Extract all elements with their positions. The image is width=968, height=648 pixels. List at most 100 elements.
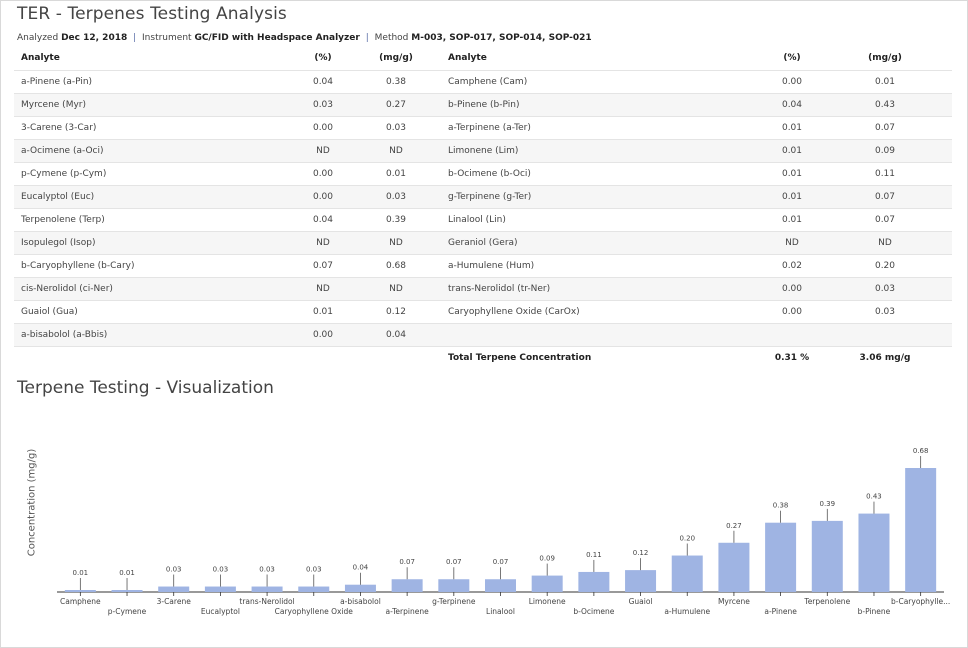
page-title: TER - Terpenes Testing Analysis bbox=[17, 4, 287, 24]
bar[interactable] bbox=[718, 542, 750, 592]
cell-pct-right: 0.01 bbox=[766, 184, 818, 208]
category-label: Myrcene bbox=[718, 597, 750, 606]
cell-mg-left: ND bbox=[344, 138, 448, 162]
cell-pct-right: 0.02 bbox=[766, 253, 818, 277]
col-analyte-right: Analyte bbox=[448, 53, 487, 64]
category-label: p-Cymene bbox=[108, 607, 147, 616]
cell-mg-left: 0.04 bbox=[344, 322, 448, 346]
bar[interactable] bbox=[158, 586, 190, 592]
bar[interactable] bbox=[391, 579, 423, 592]
value-label: 0.39 bbox=[819, 500, 835, 508]
bar[interactable] bbox=[438, 579, 470, 592]
total-mg: 3.06 mg/g bbox=[818, 345, 952, 369]
bar[interactable] bbox=[531, 575, 563, 592]
value-label: 0.43 bbox=[866, 493, 882, 501]
cell-pct-left: ND bbox=[302, 138, 344, 162]
cell-analyte-right: b-Pinene (b-Pin) bbox=[448, 92, 766, 116]
bar[interactable] bbox=[111, 590, 143, 592]
instrument-label: Instrument bbox=[142, 33, 192, 43]
table-row: Guaiol (Gua) 0.01 0.12 Caryophyllene Oxide … bbox=[14, 299, 952, 323]
cell-mg-left: 0.68 bbox=[344, 253, 448, 277]
value-label: 0.03 bbox=[306, 566, 322, 574]
value-label: 0.03 bbox=[213, 566, 229, 574]
cell-pct-right: 0.00 bbox=[766, 299, 818, 323]
total-pct: 0.31 % bbox=[766, 345, 818, 369]
value-label: 0.38 bbox=[773, 502, 789, 510]
cell-analyte-right: Caryophyllene Oxide (CarOx) bbox=[448, 299, 766, 323]
cell-mg-right: 0.03 bbox=[818, 276, 952, 300]
cell-mg-left: 0.03 bbox=[344, 115, 448, 139]
analyzed-value: Dec 12, 2018 bbox=[61, 33, 128, 43]
cell-analyte-left: Terpenolene (Terp) bbox=[14, 207, 302, 231]
bar[interactable] bbox=[204, 586, 236, 592]
cell-pct-left: 0.04 bbox=[302, 207, 344, 231]
cell-analyte-right: Linalool (Lin) bbox=[448, 207, 766, 231]
table-row: Isopulegol (Isop) ND ND Geraniol (Gera) ND ND bbox=[14, 230, 952, 254]
cell-analyte-left: Isopulegol (Isop) bbox=[14, 230, 302, 254]
category-label: a-Pinene bbox=[764, 607, 797, 616]
table-row: a-Pinene (a-Pin) 0.04 0.38 Camphene (Cam) 0.… bbox=[14, 69, 952, 93]
cell-mg-left: 0.01 bbox=[344, 161, 448, 185]
cell-pct-right: 0.04 bbox=[766, 92, 818, 116]
cell-pct-left: 0.00 bbox=[302, 184, 344, 208]
cell-pct-left: 0.04 bbox=[302, 69, 344, 93]
col-mg-left: (mg/g) bbox=[379, 53, 413, 64]
cell-analyte-left: cis-Nerolidol (ci-Ner) bbox=[14, 276, 302, 300]
cell-mg-right: 0.01 bbox=[818, 69, 952, 93]
cell-pct-left: 0.00 bbox=[302, 115, 344, 139]
cell-analyte-left: a-bisabolol (a-Bbis) bbox=[14, 322, 302, 346]
category-label: Caryophyllene Oxide bbox=[275, 607, 354, 616]
category-label: a-Terpinene bbox=[386, 607, 430, 616]
bar[interactable] bbox=[344, 584, 376, 592]
bar[interactable] bbox=[625, 570, 657, 592]
cell-analyte-left: a-Pinene (a-Pin) bbox=[14, 69, 302, 93]
category-label: Terpenolene bbox=[803, 597, 850, 606]
value-label: 0.11 bbox=[586, 551, 602, 559]
bar[interactable] bbox=[858, 513, 890, 592]
cell-analyte-left: a-Ocimene (a-Oci) bbox=[14, 138, 302, 162]
cell-analyte-right: Limonene (Lim) bbox=[448, 138, 766, 162]
cell-mg-right: 0.43 bbox=[818, 92, 952, 116]
cell-analyte-left: Myrcene (Myr) bbox=[14, 92, 302, 116]
terpene-bar-chart: 0.01 Camphene 0.01 p-Cymene 0.03 3-Carene 0.03… bbox=[57, 447, 950, 616]
instrument-value: GC/FID with Headspace Analyzer bbox=[194, 33, 360, 43]
category-label: trans-Nerolidol bbox=[239, 597, 294, 606]
category-label: b-Caryophylle... bbox=[891, 597, 950, 606]
cell-mg-right bbox=[818, 322, 952, 346]
cell-analyte-left: 3-Carene (3-Car) bbox=[14, 115, 302, 139]
bar[interactable] bbox=[811, 520, 843, 592]
analysis-meta: Analyzed Dec 12, 2018 | Instrument GC/FI… bbox=[17, 33, 592, 43]
bar[interactable] bbox=[251, 586, 283, 592]
cell-pct-left: 0.03 bbox=[302, 92, 344, 116]
total-row: Total Terpene Concentration 0.31 % 3.06 … bbox=[14, 345, 952, 369]
bar[interactable] bbox=[765, 522, 797, 592]
cell-pct-right: 0.01 bbox=[766, 207, 818, 231]
cell-mg-right: 0.09 bbox=[818, 138, 952, 162]
method-value: M-003, SOP-017, SOP-014, SOP-021 bbox=[411, 33, 592, 43]
bar[interactable] bbox=[905, 468, 937, 592]
cell-mg-left: 0.27 bbox=[344, 92, 448, 116]
table-row: Terpenolene (Terp) 0.04 0.39 Linalool (Lin)… bbox=[14, 207, 952, 231]
bar[interactable] bbox=[298, 586, 330, 592]
category-label: a-Humulene bbox=[664, 607, 710, 616]
table-row: b-Caryophyllene (b-Cary) 0.07 0.68 a-Humule… bbox=[14, 253, 952, 277]
category-label: b-Pinene bbox=[858, 607, 891, 616]
cell-analyte-left: b-Caryophyllene (b-Cary) bbox=[14, 253, 302, 277]
total-spacer bbox=[14, 345, 302, 369]
value-label: 0.03 bbox=[259, 566, 275, 574]
category-label: 3-Carene bbox=[157, 597, 192, 606]
bar[interactable] bbox=[578, 571, 610, 592]
category-label: Linalool bbox=[486, 607, 515, 616]
bar[interactable] bbox=[485, 579, 516, 592]
category-label: Limonene bbox=[529, 597, 566, 606]
cell-mg-right: 0.07 bbox=[818, 184, 952, 208]
bar[interactable] bbox=[64, 590, 96, 592]
cell-analyte-right: a-Humulene (Hum) bbox=[448, 253, 766, 277]
cell-pct-right: 0.01 bbox=[766, 138, 818, 162]
category-label: Guaiol bbox=[629, 597, 653, 606]
category-label: a-bisabolol bbox=[340, 597, 381, 606]
value-label: 0.03 bbox=[166, 566, 182, 574]
cell-pct-left: 0.00 bbox=[302, 322, 344, 346]
table-row: a-bisabolol (a-Bbis) 0.00 0.04 bbox=[14, 322, 952, 346]
bar[interactable] bbox=[671, 555, 703, 592]
